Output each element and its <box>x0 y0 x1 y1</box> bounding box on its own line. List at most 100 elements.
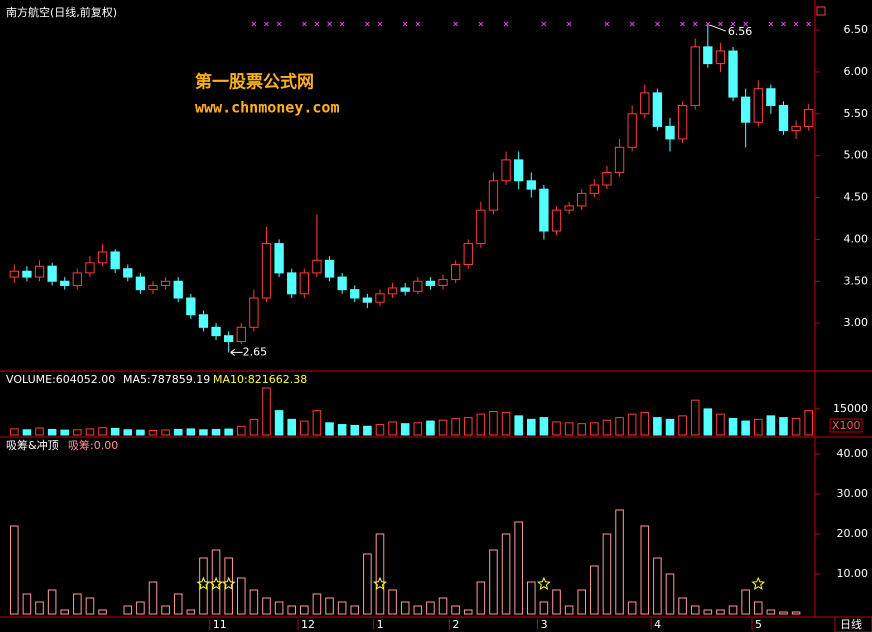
candle-body <box>85 262 95 274</box>
watermark: www.chnmoney.com <box>195 99 340 117</box>
y-tick-label: 40.00 <box>837 447 869 460</box>
candle-body <box>778 104 789 132</box>
candle-body <box>564 205 574 211</box>
cross-mark <box>339 21 345 27</box>
y-tick-label: 6.00 <box>844 65 869 78</box>
indicator-title: 吸筹&冲顶 <box>6 438 59 452</box>
bar <box>602 419 612 436</box>
candle-body <box>753 88 763 123</box>
bar <box>136 601 145 615</box>
bar <box>451 605 460 615</box>
candle-body <box>97 251 108 264</box>
bar <box>501 411 511 436</box>
candle-body <box>677 104 688 140</box>
corner-box[interactable] <box>816 6 826 16</box>
bar <box>236 425 246 436</box>
bar <box>766 415 776 436</box>
bar <box>590 565 599 615</box>
bar <box>514 521 523 615</box>
bar <box>47 428 57 436</box>
bar <box>10 525 19 615</box>
x-tick-label: 11 <box>213 618 227 631</box>
bar <box>375 424 385 436</box>
bar <box>35 427 44 436</box>
bar <box>10 428 19 436</box>
bar <box>400 423 410 436</box>
x-tick-label: 3 <box>541 618 548 631</box>
candle-body <box>463 243 473 266</box>
y-tick-label: 4.00 <box>844 232 869 245</box>
cross-mark <box>768 21 774 27</box>
bar <box>312 410 322 436</box>
bar <box>716 609 725 615</box>
candle-body <box>715 50 726 65</box>
y-tick-label: 3.50 <box>844 274 869 287</box>
bar <box>615 509 624 615</box>
candle-body <box>526 180 536 190</box>
bar <box>249 418 259 436</box>
bar <box>199 429 208 436</box>
bar <box>451 417 460 436</box>
candle-body <box>614 146 625 173</box>
bar <box>413 422 423 436</box>
candle-body <box>551 209 562 232</box>
signal-star <box>221 576 236 590</box>
signal-star <box>751 576 766 590</box>
bar <box>539 601 549 615</box>
candle-body <box>665 125 675 140</box>
bar <box>463 417 473 436</box>
bar <box>791 417 801 436</box>
bar <box>300 605 309 615</box>
candle-body <box>514 159 524 182</box>
bar <box>287 418 296 436</box>
bar <box>728 605 738 615</box>
annotation: 2.65 <box>243 345 268 358</box>
cross-mark <box>365 21 370 27</box>
candle-body <box>224 335 234 343</box>
bar <box>577 589 587 615</box>
candle-body <box>249 297 259 328</box>
y-tick-label: 10.00 <box>837 567 869 580</box>
bar <box>426 601 435 615</box>
bar <box>514 415 523 436</box>
bar <box>615 417 624 436</box>
candle-body <box>450 264 461 281</box>
cross-mark <box>264 21 269 27</box>
bar <box>602 533 612 615</box>
candle-body <box>324 259 335 278</box>
candle-body <box>299 272 309 295</box>
bar <box>224 428 233 436</box>
bar <box>476 581 486 615</box>
bar <box>173 593 183 615</box>
cross-mark <box>718 21 723 27</box>
y-tick-label: 6.50 <box>844 23 869 36</box>
bar <box>186 428 196 436</box>
candle-body <box>160 280 171 286</box>
indicator-subtitle: 吸筹:0.00 <box>68 438 118 452</box>
volume-title: VOLUME:604052.00 <box>6 373 115 386</box>
candle-body <box>438 279 448 286</box>
bar <box>148 429 158 436</box>
y-tick-label: 4.50 <box>844 191 869 204</box>
watermark: 第一股票公式网 <box>195 72 314 93</box>
bar <box>249 589 259 615</box>
candle-body <box>627 113 637 148</box>
candle-body <box>362 297 373 303</box>
signal-star <box>209 576 224 590</box>
y-tick-label: 15000 <box>833 402 868 415</box>
annotation-arrow <box>230 349 243 356</box>
bar <box>438 597 448 615</box>
candle-body <box>488 180 499 211</box>
bar <box>728 417 738 436</box>
candle-body <box>703 46 713 65</box>
cross-mark <box>566 21 572 27</box>
bar <box>388 589 397 615</box>
cross-mark <box>276 21 282 27</box>
y-tick-label: 3.00 <box>844 316 869 329</box>
bar <box>501 533 511 615</box>
bar <box>274 410 284 436</box>
bar <box>85 428 95 436</box>
candle-body <box>690 46 700 106</box>
candle-body <box>501 159 511 182</box>
